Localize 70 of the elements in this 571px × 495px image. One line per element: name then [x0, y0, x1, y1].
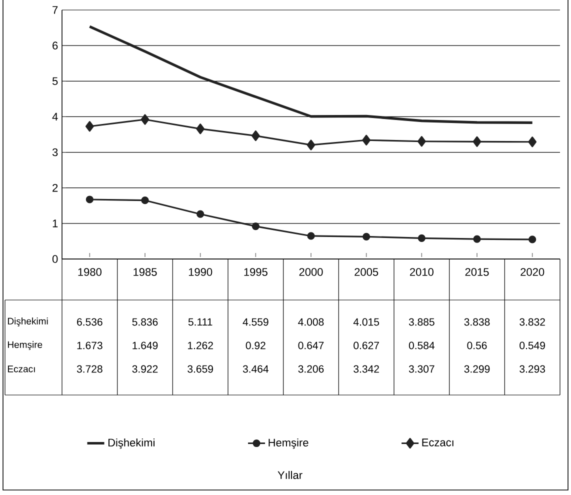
y-tick-label: 5 — [52, 77, 58, 85]
text: Hemşire — [8, 341, 42, 350]
data-label: 5.836 — [132, 318, 158, 326]
point — [473, 235, 481, 243]
y-tick-label: 1 — [52, 220, 58, 228]
y-tick-label: 6 — [52, 42, 58, 50]
point — [86, 196, 94, 204]
data-label: 0.627 — [354, 342, 379, 350]
point — [307, 232, 315, 240]
point — [528, 136, 537, 148]
data-label: 0.92 — [246, 342, 266, 350]
point — [418, 234, 426, 242]
data-label: 3.464 — [242, 365, 268, 373]
text: Yıllar — [278, 470, 302, 480]
x-tick-label: 2015 — [465, 268, 489, 276]
data-label: 0.56 — [467, 342, 487, 350]
y-tick-label: 0 — [52, 255, 58, 263]
data-label: 3.659 — [188, 365, 213, 373]
data-label: 1.649 — [132, 342, 158, 350]
data-label: 1.262 — [188, 342, 213, 350]
data-label: 3.922 — [132, 365, 158, 373]
data-label: 3.728 — [76, 365, 102, 373]
y-tick-label: 2 — [52, 184, 58, 192]
data-label: 5.111 — [188, 318, 212, 326]
x-tick-label: 1980 — [78, 268, 102, 276]
x-tick-label: 2020 — [520, 268, 544, 276]
x-tick-label: 2000 — [299, 268, 323, 276]
data-label: 0.584 — [408, 342, 434, 350]
data-label: 4.559 — [242, 318, 268, 326]
data-label: 0.647 — [298, 342, 324, 350]
legend-label: Eczacı — [422, 438, 454, 446]
x-tick-label: 1990 — [188, 268, 212, 276]
data-label: 4.008 — [298, 318, 324, 326]
x-tick-label: 2005 — [354, 268, 378, 276]
line-series — [88, 25, 534, 124]
text: Dişhekimi — [8, 318, 48, 326]
data-label: 1.673 — [77, 342, 102, 350]
point — [141, 196, 149, 204]
point — [362, 232, 370, 240]
y-tick-label: 4 — [52, 112, 58, 120]
point — [252, 130, 260, 142]
data-label: 3.299 — [464, 365, 490, 373]
data-label: 3.342 — [354, 365, 379, 373]
x-tick-label: 1985 — [134, 268, 157, 276]
y-tick-label: 3 — [52, 148, 58, 156]
x-tick-label: 2010 — [410, 268, 434, 276]
x-tick-label: 1995 — [244, 268, 268, 276]
point — [140, 114, 150, 125]
point — [528, 236, 536, 244]
data-label: 4.015 — [353, 318, 380, 326]
data-label: 3.293 — [520, 365, 546, 373]
data-label: 3.832 — [520, 318, 545, 326]
point — [472, 136, 482, 147]
point — [86, 121, 94, 132]
data-label: 3.838 — [464, 318, 490, 326]
data-label: 3.885 — [408, 318, 434, 326]
data-label: 3.206 — [298, 365, 324, 373]
point — [196, 124, 205, 134]
point — [417, 136, 426, 147]
point — [362, 134, 371, 146]
data-label: 6.536 — [77, 318, 102, 326]
point — [252, 222, 260, 230]
data-label: 3.307 — [408, 365, 434, 373]
y-tick-label: 7 — [52, 6, 58, 14]
legend-label: Dişhekimi — [108, 438, 154, 449]
point — [306, 140, 316, 150]
legend-label: Hemşire — [268, 438, 308, 449]
data-label: 0.549 — [520, 342, 545, 350]
text: Eczacı — [8, 366, 35, 372]
point — [196, 210, 204, 218]
